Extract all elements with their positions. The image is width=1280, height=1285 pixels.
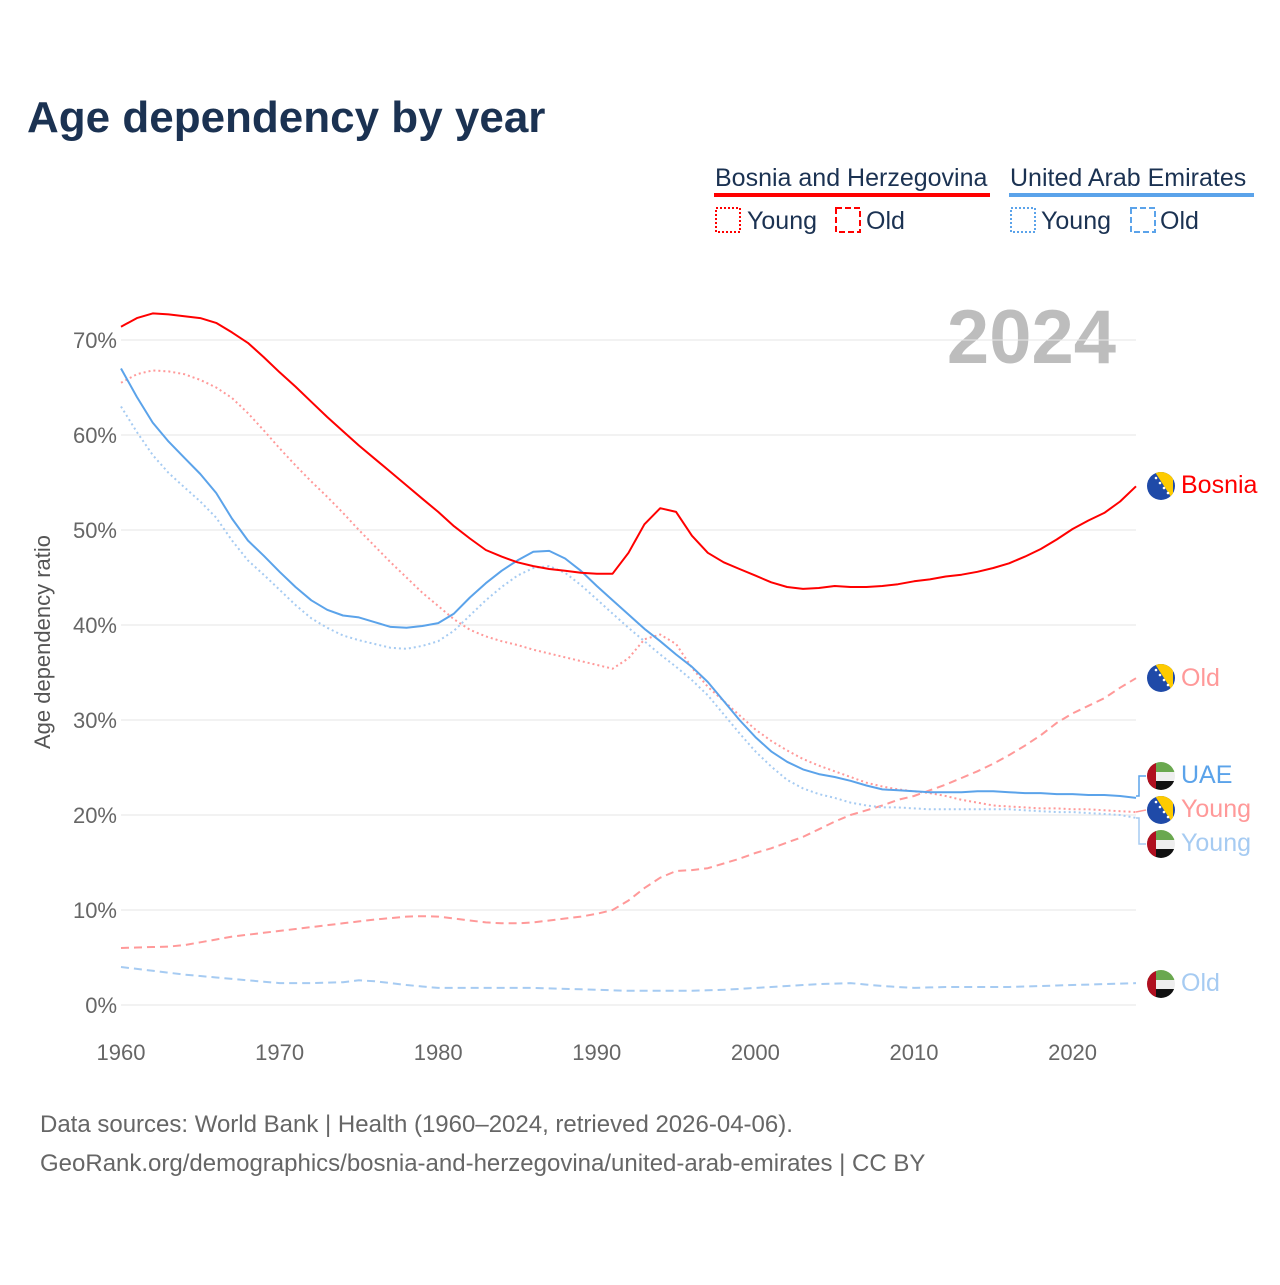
bosnia-flag-icon [1147,796,1175,824]
x-tick-label: 2000 [731,1040,780,1065]
series-line-uae-old [120,966,1137,992]
y-tick-label: 40% [73,613,117,638]
source-line-2[interactable]: GeoRank.org/demographics/bosnia-and-herz… [40,1150,925,1177]
uae-young-leader [1136,817,1146,845]
x-tick-label: 1990 [572,1040,621,1065]
end-label-text: Young [1181,829,1251,857]
legend-country-uae[interactable]: United Arab Emirates [1010,164,1246,192]
legend-bosnia-young[interactable]: Young [747,207,817,235]
end-label-uae-young: Young [1147,829,1251,858]
legend-bosnia-swatch [714,193,990,197]
y-tick-label: 50% [73,518,117,543]
legend-dotted-swatch [715,207,741,233]
legend-bosnia-old[interactable]: Old [866,207,905,235]
series-line-bosnia-young [120,369,1137,814]
y-tick-label: 20% [73,803,117,828]
end-label-bosnia-old: Old [1147,664,1220,692]
series-line-uae-young [120,405,1137,819]
legend-dotted-swatch [1010,207,1036,233]
uae-flag-icon [1147,970,1175,998]
y-axis-label: Age dependency ratio [30,535,55,749]
end-label-text: Old [1181,969,1220,997]
legend-dashed-swatch [1130,207,1156,233]
y-tick-label: 60% [73,423,117,448]
uae-flag-icon [1147,762,1175,790]
end-label-text: UAE [1181,761,1232,789]
x-tick-label: 2020 [1048,1040,1097,1065]
y-axis-ticks: 0% 10% 20% 30% 40% 50% 60% 70% [73,328,117,1018]
grid [121,339,1136,1006]
y-tick-label: 0% [85,993,117,1018]
series-line-bosnia-old [120,677,1137,949]
legend-dashed-swatch [835,207,861,233]
source-line-1: Data sources: World Bank | Health (1960–… [40,1111,793,1138]
y-tick-label: 30% [73,708,117,733]
legend-uae-swatch [1009,193,1254,197]
legend-uae-old[interactable]: Old [1160,207,1199,235]
chart-title: Age dependency by year [27,93,545,142]
uae-flag-icon [1147,830,1175,858]
series-line-bosnia-total [120,312,1137,590]
y-tick-label: 10% [73,898,117,923]
series-lines [120,312,1137,992]
end-label-text: Young [1181,795,1251,823]
x-tick-label: 1980 [414,1040,463,1065]
x-axis-ticks: 1960 1970 1980 1990 2000 2010 2020 [97,1040,1098,1065]
series-line-uae-total [120,368,1137,799]
legend-uae-young[interactable]: Young [1041,207,1111,235]
bosnia-flag-icon [1147,472,1175,500]
legend-country-bosnia[interactable]: Bosnia and Herzegovina [715,164,987,192]
end-label-text: Bosnia [1181,471,1258,499]
y-tick-label: 70% [73,328,117,353]
bosnia-young-leader [1135,809,1147,813]
legend: Bosnia and Herzegovina Young Old United … [714,164,1254,235]
end-label-uae-total: UAE [1147,761,1232,790]
end-label-bosnia-young: Young [1147,795,1251,824]
end-label-uae-old: Old [1147,969,1220,998]
uae-label-leader [1136,775,1146,797]
end-label-text: Old [1181,664,1220,692]
x-tick-label: 1970 [255,1040,304,1065]
end-label-bosnia-total: Bosnia [1147,471,1258,500]
x-tick-label: 1960 [97,1040,146,1065]
year-watermark: 2024 [947,295,1116,380]
bosnia-flag-icon [1147,664,1175,692]
x-tick-label: 2010 [889,1040,938,1065]
